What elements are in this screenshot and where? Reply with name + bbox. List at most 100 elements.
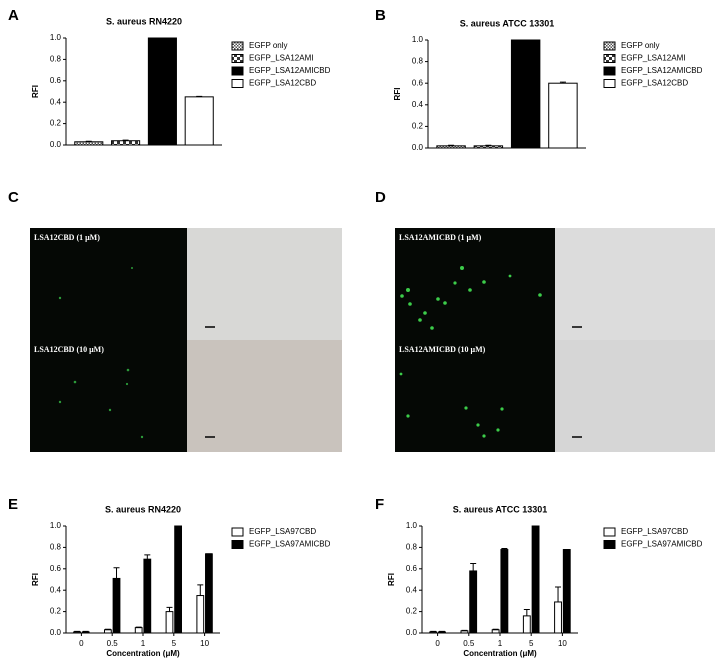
bar xyxy=(165,611,174,634)
legend-label: EGFP_LSA12AMI xyxy=(621,54,685,63)
x-tick-label: 10 xyxy=(200,639,209,648)
y-tick-label: 0.0 xyxy=(50,628,62,637)
y-tick-label: 0.6 xyxy=(406,564,418,573)
y-tick-label: 0.2 xyxy=(50,607,62,616)
error-bar xyxy=(470,562,477,571)
legend-label: EGFP only xyxy=(621,41,660,50)
legend-label: EGFP_LSA12AMICBD xyxy=(621,66,703,75)
error-bar xyxy=(492,628,499,630)
micrograph-label: LSA12AMICBD (1 μM) xyxy=(399,233,482,242)
error-bar xyxy=(461,629,468,631)
legend-label: EGFP_LSA97AMICBD xyxy=(621,540,703,549)
y-tick-label: 1.0 xyxy=(406,521,418,530)
error-bar xyxy=(74,630,81,632)
legend-label: EGFP only xyxy=(249,41,288,50)
legend-label: EGFP_LSA12AMICBD xyxy=(249,66,331,75)
y-tick-label: 0.0 xyxy=(406,628,418,637)
legend-swatch xyxy=(231,527,244,537)
error-bar xyxy=(196,95,203,97)
legend-label: EGFP_LSA12CBD xyxy=(621,79,688,88)
error-bar xyxy=(485,144,492,146)
x-axis-label: Concentration (μM) xyxy=(463,649,537,658)
bar xyxy=(554,601,562,634)
y-tick-label: 0.4 xyxy=(50,585,62,594)
error-bar xyxy=(555,586,562,602)
legend-swatch xyxy=(231,54,244,63)
legend-label: EGFP_LSA97CBD xyxy=(249,527,316,536)
x-tick-label: 10 xyxy=(558,639,567,648)
bar xyxy=(174,525,182,634)
y-tick-label: 0.8 xyxy=(50,543,62,552)
brightfield-image xyxy=(555,340,715,452)
bar xyxy=(548,82,578,149)
bar xyxy=(436,145,466,149)
chart-title: S. aureus RN4220 xyxy=(106,16,182,26)
y-tick-label: 0.0 xyxy=(50,140,62,149)
bar xyxy=(510,39,541,149)
legend-swatch xyxy=(603,66,616,76)
legend-label: EGFP_LSA12AMI xyxy=(249,54,313,63)
y-tick-label: 0.8 xyxy=(406,543,418,552)
bar xyxy=(491,629,500,634)
x-axis-label: Concentration (μM) xyxy=(106,649,180,658)
cells xyxy=(58,267,144,439)
legend-swatch xyxy=(603,41,616,51)
fluorescence-image xyxy=(30,228,187,452)
bar xyxy=(143,558,152,634)
x-tick-label: 0 xyxy=(435,639,440,648)
error-bar xyxy=(166,606,173,612)
y-tick-label: 0.4 xyxy=(412,100,424,109)
error-bar xyxy=(559,81,566,84)
y-tick-label: 0.4 xyxy=(50,97,62,106)
bar xyxy=(73,631,81,634)
bar xyxy=(111,140,141,146)
y-tick-label: 0.2 xyxy=(412,122,424,131)
chart-title: S. aureus ATCC 13301 xyxy=(453,504,548,514)
legend-label: EGFP_LSA97AMICBD xyxy=(249,540,331,549)
panel-label: A xyxy=(8,7,19,24)
error-bar xyxy=(144,554,151,560)
error-bar xyxy=(197,584,204,596)
x-tick-label: 1 xyxy=(498,639,503,648)
brightfield-image xyxy=(187,340,342,452)
x-tick-label: 0.5 xyxy=(107,639,119,648)
y-tick-label: 0.6 xyxy=(412,78,424,87)
bar xyxy=(104,629,112,634)
error-bar xyxy=(104,628,111,630)
bar xyxy=(522,615,531,634)
y-tick-label: 0.8 xyxy=(412,57,424,66)
bar xyxy=(473,145,504,149)
x-tick-label: 0 xyxy=(79,639,84,648)
y-tick-label: 1.0 xyxy=(50,33,62,42)
bar xyxy=(562,549,571,634)
bar xyxy=(438,631,446,634)
panel-label: B xyxy=(375,7,386,24)
y-tick-label: 0.8 xyxy=(50,55,62,64)
y-tick-label: 0.4 xyxy=(406,585,418,594)
error-bar xyxy=(523,608,530,616)
y-tick-label: 1.0 xyxy=(50,521,62,530)
y-tick-label: 0.0 xyxy=(412,143,424,152)
brightfield-image xyxy=(187,228,342,340)
micrograph-label: LSA12CBD (1 μM) xyxy=(34,233,100,242)
legend-swatch xyxy=(231,79,244,88)
bar xyxy=(112,577,121,634)
fluorescence-image xyxy=(395,228,555,452)
y-axis-label: RFI xyxy=(387,573,396,586)
error-bar xyxy=(430,630,437,632)
y-axis-label: RFI xyxy=(31,573,40,586)
error-bar xyxy=(438,630,445,632)
panel-label: C xyxy=(8,189,19,206)
x-tick-label: 5 xyxy=(529,639,534,648)
y-tick-label: 0.2 xyxy=(406,607,418,616)
chart-title: S. aureus ATCC 13301 xyxy=(460,18,555,28)
bar xyxy=(134,627,143,634)
legend-swatch xyxy=(603,540,616,549)
error-bar xyxy=(135,626,142,628)
x-tick-label: 5 xyxy=(172,639,177,648)
bar xyxy=(205,553,213,634)
legend-label: EGFP_LSA12CBD xyxy=(249,79,316,88)
error-bar xyxy=(501,547,508,550)
bar xyxy=(184,96,214,146)
